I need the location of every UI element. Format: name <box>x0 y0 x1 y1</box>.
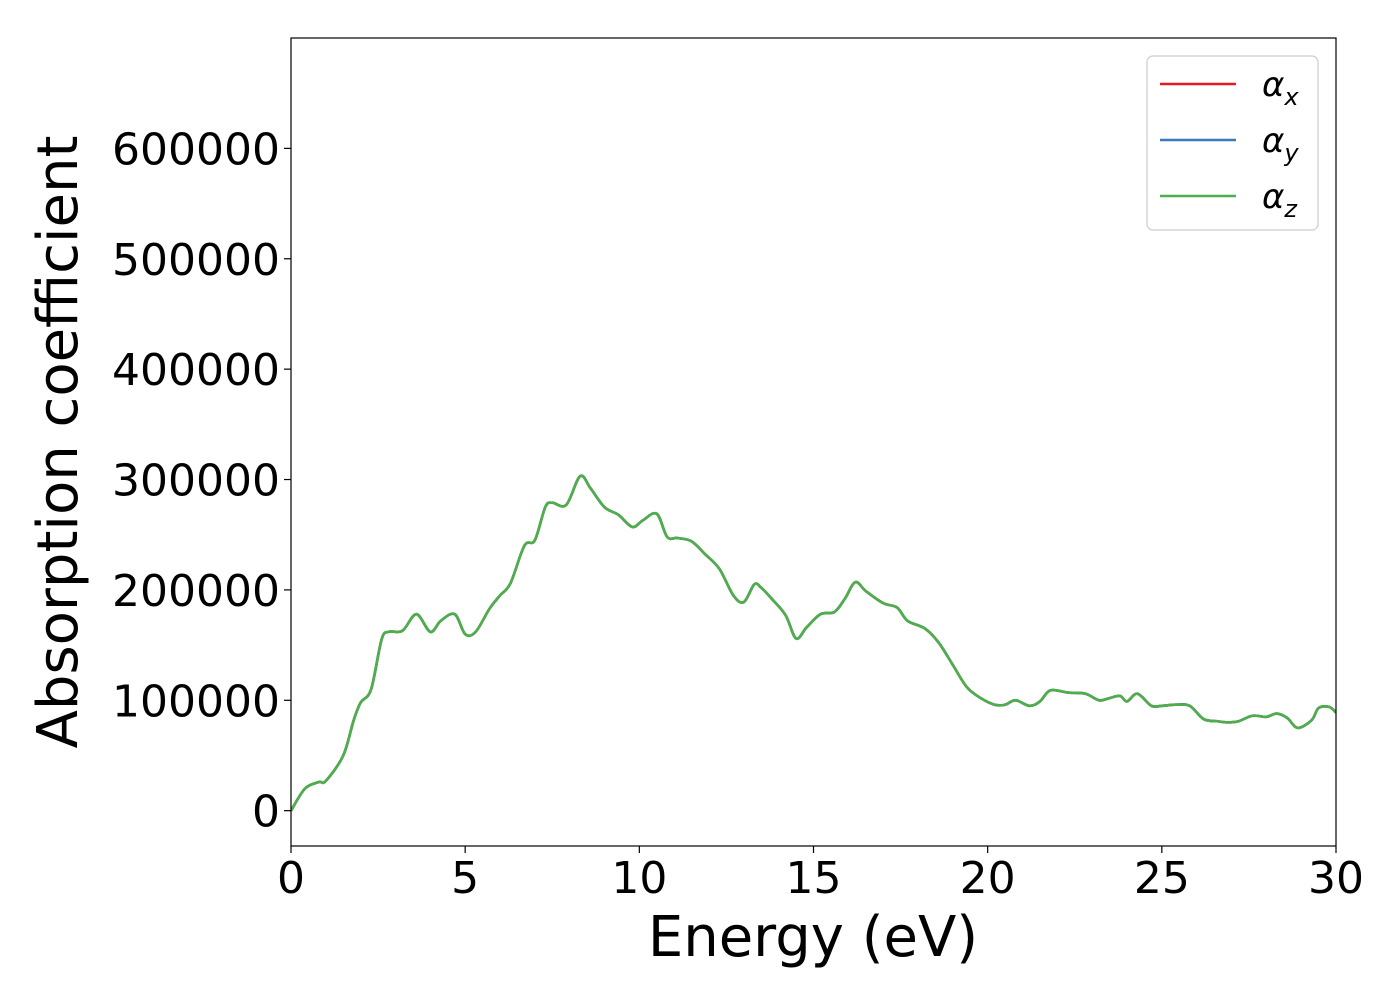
series-line-alpha-z <box>291 474 1336 812</box>
series-line-alpha-y <box>291 474 1336 812</box>
x-tick-label: 30 <box>1308 853 1364 904</box>
x-tick-label: 15 <box>786 853 842 904</box>
x-tick-label: 25 <box>1134 853 1190 904</box>
x-axis-label: Energy (eV) <box>648 905 978 970</box>
y-axis-ticks: 0 100000 200000 300000 400000 500000 600000 <box>112 124 291 838</box>
y-tick-label: 200000 <box>112 566 280 617</box>
x-tick-label: 20 <box>960 853 1016 904</box>
y-tick-label: 500000 <box>112 235 280 286</box>
y-axis-label: Absorption coefficient <box>26 136 91 749</box>
y-tick-label: 100000 <box>112 676 280 727</box>
x-tick-label: 10 <box>611 853 667 904</box>
x-tick-label: 5 <box>451 853 479 904</box>
legend-label-alpha-x: αx <box>1262 65 1299 111</box>
series-line-alpha-x <box>291 474 1336 812</box>
series-layer <box>291 474 1336 812</box>
legend-label-alpha-y: αy <box>1262 121 1299 167</box>
y-tick-label: 0 <box>252 787 280 838</box>
y-tick-label: 600000 <box>112 124 280 175</box>
legend: αx αy αz <box>1146 55 1319 231</box>
x-axis-ticks: 0 5 10 15 20 25 30 <box>277 846 1364 904</box>
x-tick-label: 0 <box>277 853 305 904</box>
legend-box <box>1146 55 1319 231</box>
y-tick-label: 300000 <box>112 456 280 507</box>
legend-label-alpha-z: αz <box>1262 177 1298 223</box>
y-tick-label: 400000 <box>112 345 280 396</box>
